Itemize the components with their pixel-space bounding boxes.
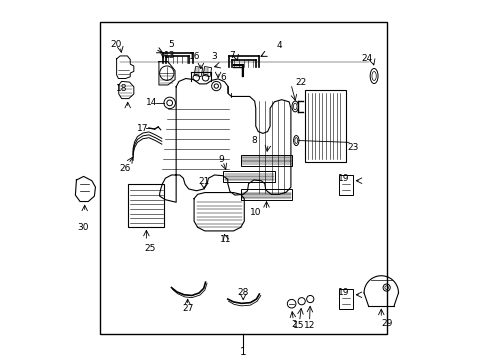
Text: 10: 10	[250, 208, 262, 217]
Text: 13: 13	[164, 51, 175, 60]
Text: 5: 5	[169, 40, 174, 49]
Text: 21: 21	[198, 176, 209, 185]
Bar	[128, 184, 164, 226]
Bar	[339, 289, 353, 309]
Text: 27: 27	[182, 304, 194, 313]
Text: 8: 8	[251, 136, 257, 145]
Text: 22: 22	[295, 78, 306, 87]
Text: 11: 11	[220, 235, 231, 244]
Text: 19: 19	[338, 174, 349, 183]
Text: 17: 17	[137, 123, 148, 132]
Bar	[305, 90, 346, 162]
Text: 16: 16	[189, 52, 200, 61]
Bar	[203, 67, 212, 77]
Text: 28: 28	[238, 288, 249, 297]
Bar	[100, 22, 387, 334]
Bar	[223, 171, 275, 182]
Text: 7: 7	[230, 51, 235, 60]
Text: 18: 18	[116, 84, 127, 93]
Bar	[242, 189, 292, 200]
Text: 1: 1	[240, 347, 246, 357]
Text: 15: 15	[293, 321, 305, 330]
Text: 12: 12	[304, 321, 315, 330]
Text: 19: 19	[338, 288, 349, 297]
Text: 9: 9	[218, 155, 224, 164]
Bar	[339, 175, 353, 195]
Text: 14: 14	[146, 98, 157, 107]
Text: 23: 23	[347, 143, 358, 152]
Bar	[194, 67, 203, 77]
Text: 20: 20	[110, 40, 122, 49]
Text: 4: 4	[276, 41, 282, 50]
Text: 25: 25	[144, 244, 156, 253]
Text: 2: 2	[292, 320, 297, 329]
Text: 24: 24	[361, 54, 372, 63]
Bar	[242, 155, 292, 166]
Text: 29: 29	[381, 319, 392, 328]
Text: 30: 30	[77, 223, 89, 232]
Text: 6: 6	[220, 73, 226, 82]
Text: 26: 26	[119, 164, 130, 173]
Text: 3: 3	[212, 52, 218, 61]
